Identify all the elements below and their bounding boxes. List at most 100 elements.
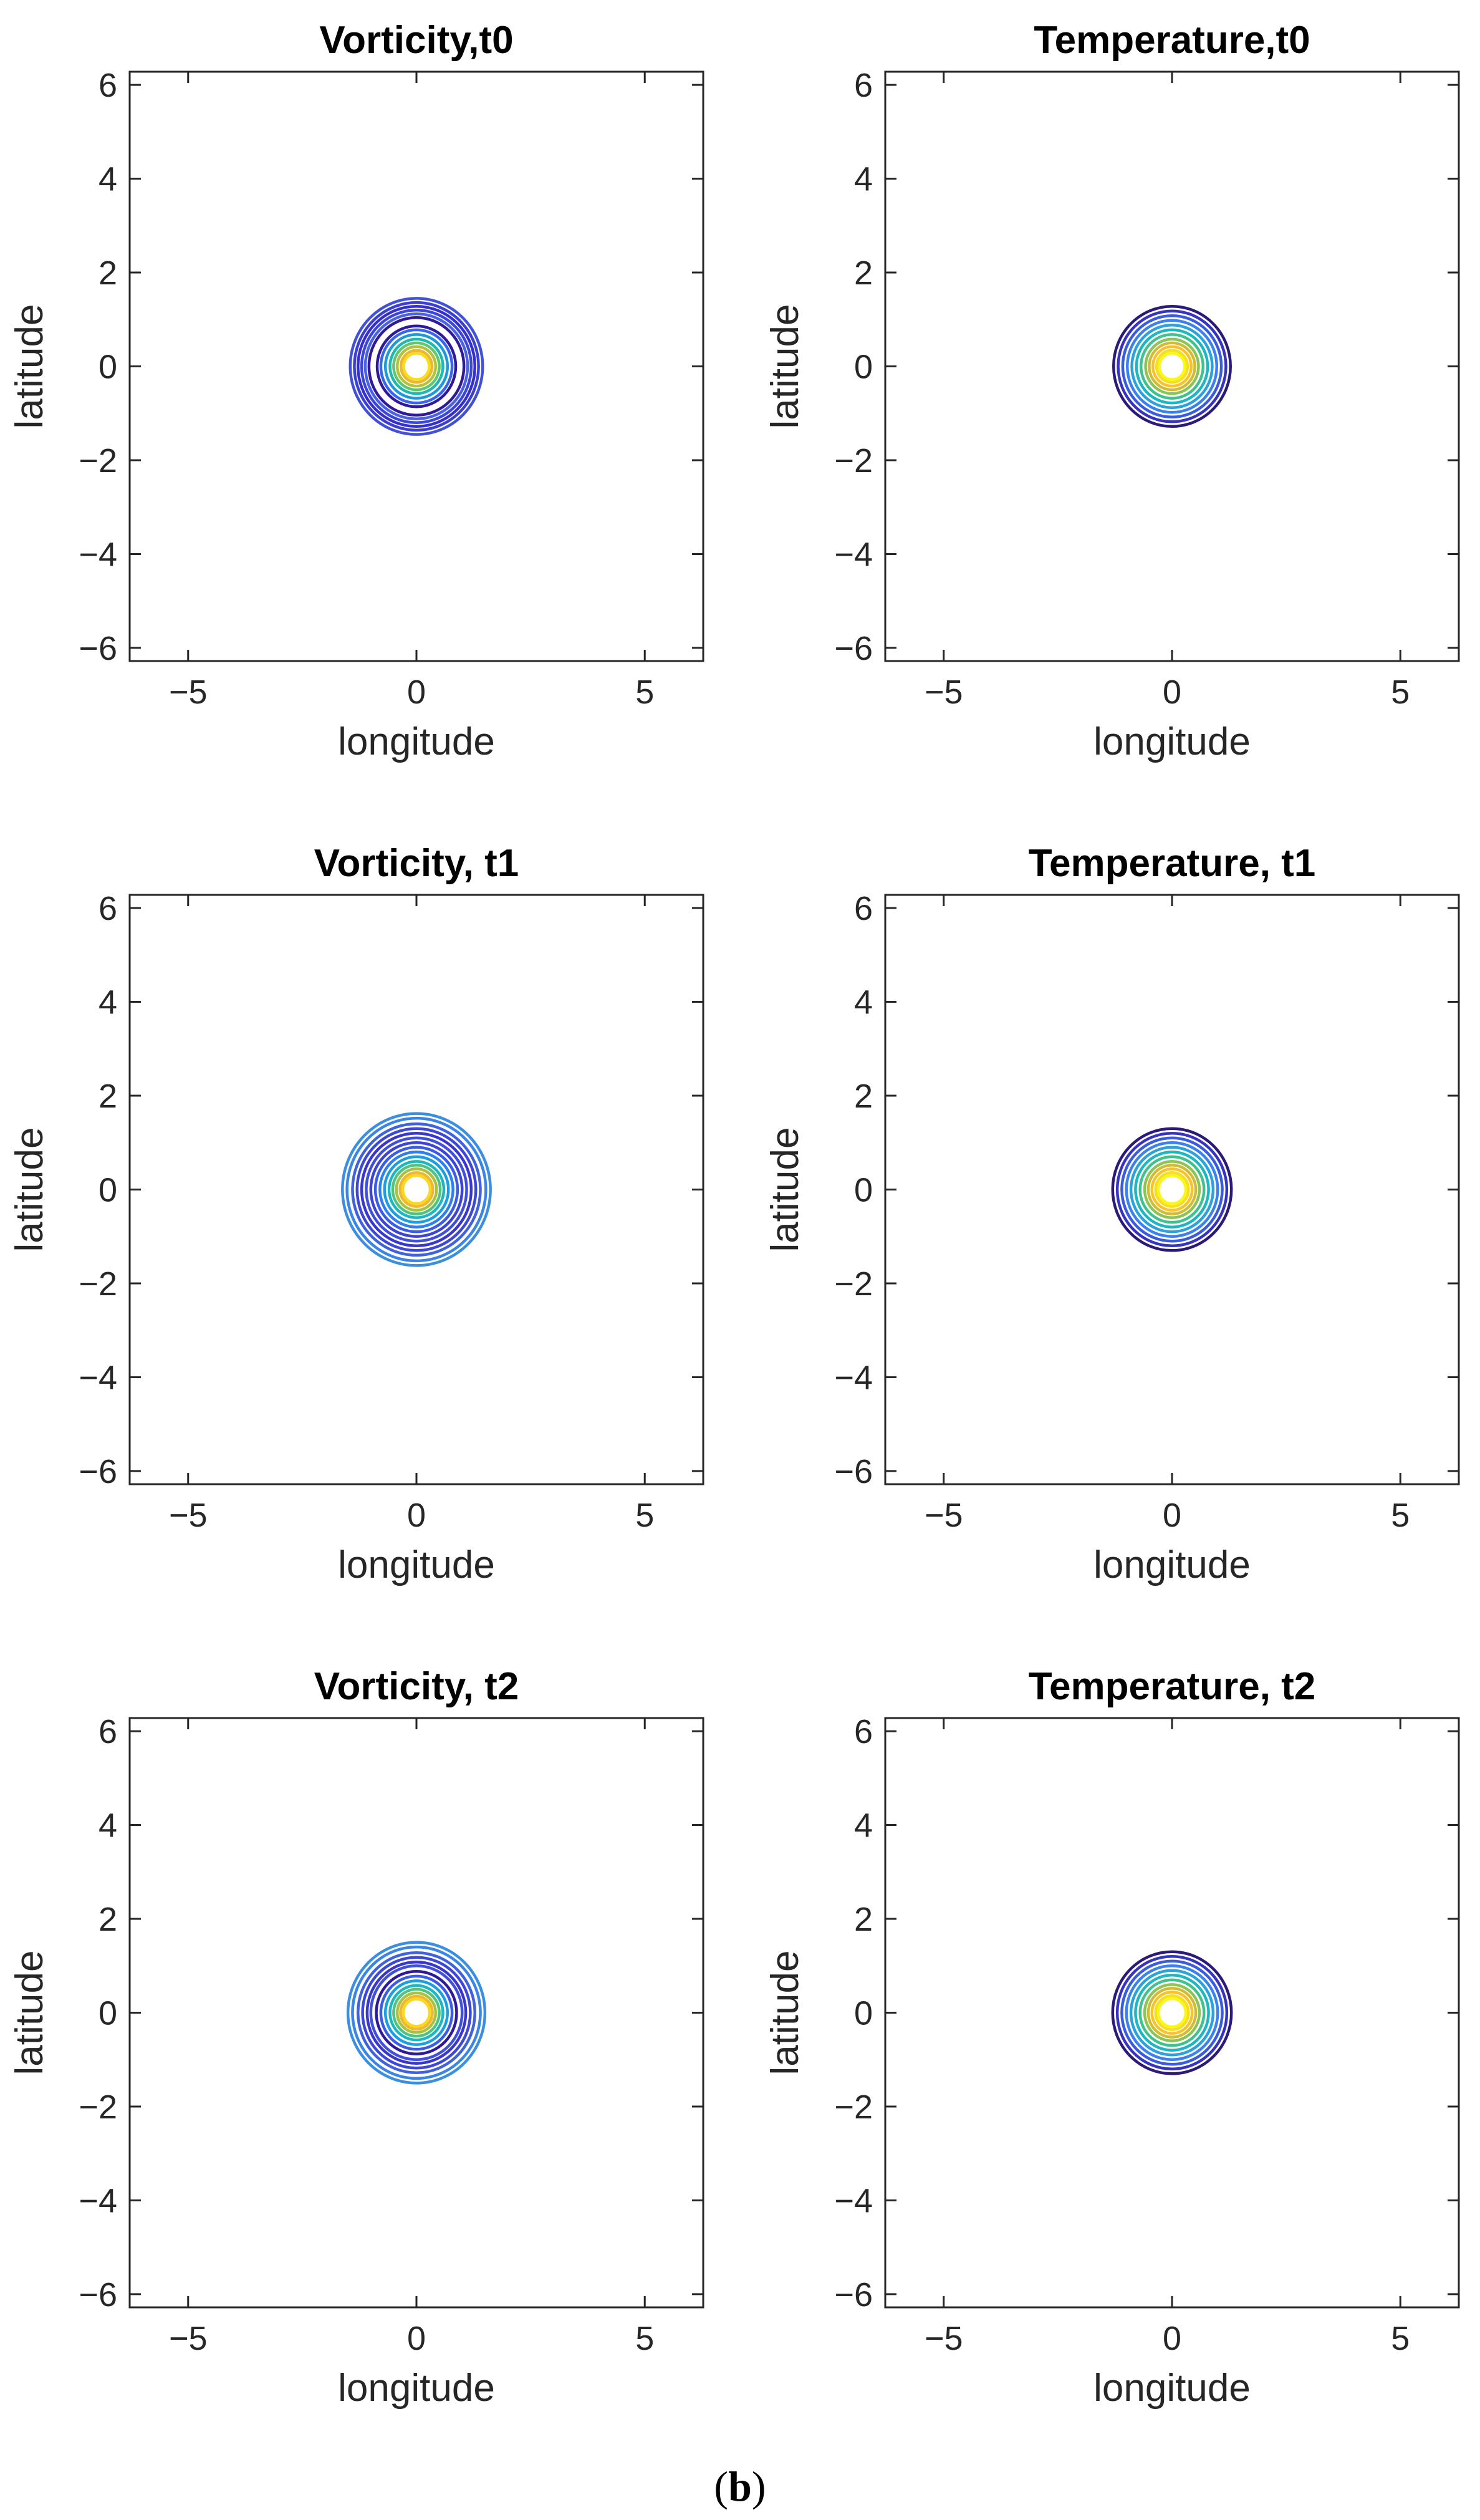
contour-lines <box>1111 1127 1233 1252</box>
panel-temperature-1: Temperature,t0 −5 0 5 −6 −4 −2 0 2 4 6 longitude lat… <box>764 19 1460 763</box>
y-axis-label: latitude <box>8 1951 51 2075</box>
panel-title: Temperature, t1 <box>1029 842 1316 885</box>
x-tick-label: 5 <box>1391 2320 1410 2357</box>
contour-lines <box>348 297 484 436</box>
y-tick-label: −2 <box>834 442 873 480</box>
contour-level-4 <box>1130 324 1214 409</box>
contour-level-6 <box>1138 1978 1206 2047</box>
y-tick-label: −6 <box>79 630 117 667</box>
y-tick-label: −4 <box>79 2182 117 2219</box>
contour-level-6 <box>369 1141 464 1238</box>
contour-level-9 <box>383 1155 450 1224</box>
contour-level-0 <box>348 297 484 436</box>
contour-level-9 <box>1151 345 1193 388</box>
contour-level-7 <box>379 1974 454 2051</box>
contour-level-3 <box>1125 319 1219 414</box>
x-tick-label: 0 <box>1163 1497 1181 1534</box>
contour-level-0 <box>346 1941 487 2085</box>
figure-caption: (b) <box>714 2463 766 2510</box>
y-tick-label: 0 <box>99 1995 117 2032</box>
caption-open: ( <box>714 2463 728 2510</box>
y-tick-label: −4 <box>79 1359 117 1396</box>
y-tick-label: −6 <box>834 2276 873 2314</box>
contour-level-2 <box>1120 1136 1224 1243</box>
contour-level-7 <box>1144 337 1200 395</box>
x-tick-label: −5 <box>925 673 963 711</box>
y-tick-label: 6 <box>99 67 117 104</box>
y-tick-label: 4 <box>99 984 117 1021</box>
contour-level-2 <box>351 1122 482 1257</box>
panel-title: Temperature,t0 <box>1034 19 1310 62</box>
y-tick-label: −2 <box>79 2088 117 2126</box>
x-tick-label: −5 <box>925 1497 963 1534</box>
y-tick-label: 6 <box>99 1713 117 1750</box>
x-tick-label: 5 <box>1391 1497 1410 1534</box>
contour-level-2 <box>356 304 477 428</box>
contour-level-1 <box>345 1116 488 1263</box>
contour-level-1 <box>1117 309 1228 423</box>
contour-level-9 <box>388 1984 444 2042</box>
y-tick-label: 4 <box>854 161 873 198</box>
contour-level-7 <box>1143 1983 1201 2042</box>
x-tick-label: 5 <box>635 673 654 711</box>
contour-level-11 <box>1156 1174 1188 1205</box>
y-tick-label: 0 <box>854 349 873 386</box>
y-tick-label: −2 <box>79 442 117 480</box>
contour-level-4 <box>1129 1146 1215 1233</box>
x-tick-label: 0 <box>407 1497 426 1534</box>
contour-level-3 <box>1125 1141 1219 1238</box>
contour-level-0 <box>1112 304 1233 428</box>
contour-level-10 <box>387 1160 446 1219</box>
caption-close: ) <box>752 2463 766 2510</box>
contour-level-0 <box>341 1112 492 1267</box>
contour-level-13 <box>402 352 431 381</box>
contour-level-5 <box>367 316 466 417</box>
y-tick-label: 0 <box>854 1172 873 1209</box>
contour-level-11 <box>395 345 438 388</box>
y-tick-label: 4 <box>99 1807 117 1845</box>
y-axis-label: latitude <box>764 1951 807 2075</box>
contour-level-3 <box>1125 1964 1219 2061</box>
y-axis-label: latitude <box>764 1127 807 1252</box>
y-tick-label: 4 <box>854 1807 873 1845</box>
y-tick-label: −4 <box>834 2182 873 2219</box>
contour-level-2 <box>1121 314 1223 419</box>
x-tick-label: −5 <box>169 1497 208 1534</box>
contour-level-3 <box>360 308 473 425</box>
contour-level-13 <box>398 1171 435 1208</box>
contour-level-10 <box>392 341 441 392</box>
y-axis-label: latitude <box>764 304 807 429</box>
y-tick-label: 2 <box>854 1078 873 1115</box>
contour-level-11 <box>1156 1997 1188 2029</box>
panel-vorticity-0: Vorticity,t0 −5 0 5 −6 −4 −2 0 2 4 6 longitude latit… <box>8 19 704 763</box>
x-axis-label: longitude <box>1093 2367 1251 2410</box>
contour-level-2 <box>1120 1959 1224 2066</box>
contour-level-6 <box>375 1970 458 2055</box>
x-tick-label: 5 <box>635 2320 654 2357</box>
panel-temperature-5: Temperature, t2 −5 0 5 −6 −4 −2 0 2 4 6 longitude la… <box>764 1665 1460 2410</box>
y-tick-label: 2 <box>99 1078 117 1115</box>
y-tick-label: −2 <box>834 1265 873 1303</box>
y-tick-label: 6 <box>854 67 873 104</box>
x-axis-label: longitude <box>338 2367 495 2410</box>
contour-level-5 <box>1134 1151 1210 1229</box>
contour-level-5 <box>369 1964 464 2061</box>
x-axis-label: longitude <box>1093 720 1251 763</box>
y-tick-label: −6 <box>834 1453 873 1490</box>
contour-level-1 <box>1115 1131 1229 1248</box>
contour-level-6 <box>1138 1155 1206 1224</box>
y-tick-label: 2 <box>854 254 873 292</box>
contour-level-13 <box>401 1997 431 2028</box>
contour-level-8 <box>1146 1987 1198 2039</box>
contour-level-7 <box>1143 1160 1201 1219</box>
contour-level-10 <box>1154 1171 1190 1208</box>
contour-level-10 <box>1154 1994 1190 2031</box>
y-tick-label: −4 <box>79 536 117 573</box>
contour-level-4 <box>1129 1969 1215 2057</box>
contour-level-8 <box>1146 1164 1198 1215</box>
x-tick-label: −5 <box>169 2320 208 2357</box>
x-tick-label: 0 <box>407 673 426 711</box>
y-tick-label: 2 <box>854 1901 873 1938</box>
x-axis-label: longitude <box>338 720 495 763</box>
